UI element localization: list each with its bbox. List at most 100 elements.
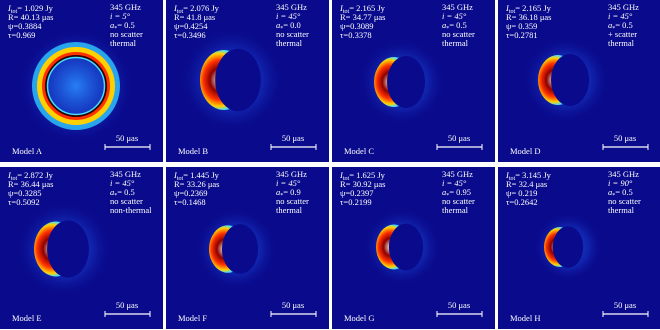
model-label: Model G — [344, 313, 374, 323]
tau-label: τ=0.5092 — [8, 197, 40, 207]
spin-label: a*= 0.5 — [110, 20, 135, 32]
spin-label: a*= 0.5 — [442, 20, 467, 32]
psi-label: ψ= 0.359 — [506, 21, 537, 31]
emission-label: thermal — [608, 205, 635, 215]
shadow — [551, 54, 589, 106]
emission-label: thermal — [442, 38, 469, 48]
flux-subscript: tot — [177, 9, 184, 15]
flux-label: Itot= 2.165 Jy — [505, 3, 552, 15]
psi-label: ψ= 0.219 — [506, 188, 537, 198]
panel: Itot= 1.029 JyR= 40.13 μasψ=0.3884τ=0.96… — [0, 0, 163, 162]
spin-label: a*= 0.0 — [276, 20, 301, 32]
flux-symbol: I — [505, 3, 510, 13]
model-label: Model D — [510, 146, 540, 156]
scatter-label: + scatter — [608, 29, 637, 39]
flux-subscript: tot — [343, 9, 350, 15]
spin-symbol: a — [442, 187, 446, 197]
tau-label: τ=0.969 — [8, 30, 35, 40]
spin-subscript: * — [446, 193, 449, 199]
model-label: Model C — [344, 146, 374, 156]
scale-label: 50 μas — [116, 300, 138, 310]
emission-label: thermal — [110, 38, 137, 48]
flux-symbol: I — [505, 170, 510, 180]
shadow — [387, 56, 425, 108]
model-label: Model E — [12, 313, 42, 323]
flux-value: = 2.165 Jy — [515, 3, 551, 13]
flux-value: = 1.445 Jy — [183, 170, 219, 180]
flux-symbol: I — [339, 3, 344, 13]
scatter-label: no scatter — [608, 196, 641, 206]
flux-subscript: tot — [343, 176, 350, 182]
psi-label: ψ=0.3089 — [340, 21, 374, 31]
tau-label: τ=0.3496 — [174, 30, 206, 40]
inclination-label: i = 45° — [442, 178, 467, 188]
spin-subscript: * — [280, 193, 283, 199]
scatter-label: no scatter — [276, 196, 309, 206]
spin-subscript: * — [280, 26, 283, 32]
flux-label: Itot= 1.029 Jy — [7, 3, 54, 15]
scatter-label: no scatter — [110, 196, 143, 206]
emission-label: thermal — [276, 205, 303, 215]
scatter-label: no scatter — [442, 29, 475, 39]
spin-subscript: * — [114, 26, 117, 32]
radius-label: R= 30.92 μas — [340, 179, 385, 189]
frequency-label: 345 GHz — [442, 2, 473, 12]
tau-label: τ=0.3378 — [340, 30, 372, 40]
panel: Itot= 2.076 JyR= 41.8 μasψ=0.4254τ=0.349… — [166, 0, 329, 162]
scale-label: 50 μas — [448, 133, 470, 143]
spin-symbol: a — [442, 20, 446, 30]
flux-subscript: tot — [11, 9, 18, 15]
model-label: Model B — [178, 146, 208, 156]
shadow — [552, 226, 584, 268]
spin-value: = 0.9 — [283, 187, 301, 197]
flux-symbol: I — [173, 170, 178, 180]
scale-label: 50 μas — [116, 133, 138, 143]
spin-symbol: a — [110, 187, 114, 197]
flux-label: Itot= 2.076 Jy — [173, 3, 220, 15]
spin-subscript: * — [612, 193, 615, 199]
shadow — [388, 223, 424, 271]
spin-symbol: a — [276, 187, 280, 197]
radius-label: R= 36.44 μas — [8, 179, 53, 189]
inclination-label: i = 45° — [442, 11, 467, 21]
radius-label: R= 34.77 μas — [340, 12, 385, 22]
scatter-label: no scatter — [110, 29, 143, 39]
inclination-label: i = 45° — [608, 11, 633, 21]
flux-subscript: tot — [509, 9, 516, 15]
frequency-label: 345 GHz — [276, 169, 307, 179]
spin-value: = 0.5 — [615, 187, 633, 197]
ring — [37, 47, 115, 125]
flux-symbol: I — [339, 170, 344, 180]
spin-label: a*= 0.5 — [110, 187, 135, 199]
inclination-label: i = 45° — [276, 11, 301, 21]
spin-label: a*= 0.5 — [608, 20, 633, 32]
panel: Itot= 2.165 JyR= 34.77 μasψ=0.3089τ=0.33… — [332, 0, 495, 162]
spin-value: = 0.95 — [449, 187, 471, 197]
psi-label: ψ=0.2397 — [340, 188, 374, 198]
flux-label: Itot= 2.872 Jy — [7, 170, 54, 182]
flux-subscript: tot — [509, 176, 516, 182]
shadow — [221, 224, 259, 274]
ring — [46, 56, 106, 116]
psi-label: ψ=0.4254 — [174, 21, 208, 31]
model-label: Model F — [178, 313, 207, 323]
scale-label: 50 μas — [282, 133, 304, 143]
radius-label: R= 36.18 μas — [506, 12, 551, 22]
frequency-label: 345 GHz — [110, 2, 141, 12]
spin-symbol: a — [608, 187, 612, 197]
spin-value: = 0.5 — [449, 20, 467, 30]
scale-label: 50 μas — [448, 300, 470, 310]
scale-label: 50 μas — [614, 300, 636, 310]
model-label: Model A — [12, 146, 43, 156]
flux-symbol: I — [7, 3, 12, 13]
spin-value: = 0.5 — [117, 20, 135, 30]
flux-value: = 3.145 Jy — [515, 170, 551, 180]
flux-value: = 1.625 Jy — [349, 170, 385, 180]
inclination-label: i = 45° — [276, 178, 301, 188]
spin-symbol: a — [276, 20, 280, 30]
flux-subscript: tot — [177, 176, 184, 182]
frequency-label: 345 GHz — [276, 2, 307, 12]
spin-value: = 0.5 — [615, 20, 633, 30]
